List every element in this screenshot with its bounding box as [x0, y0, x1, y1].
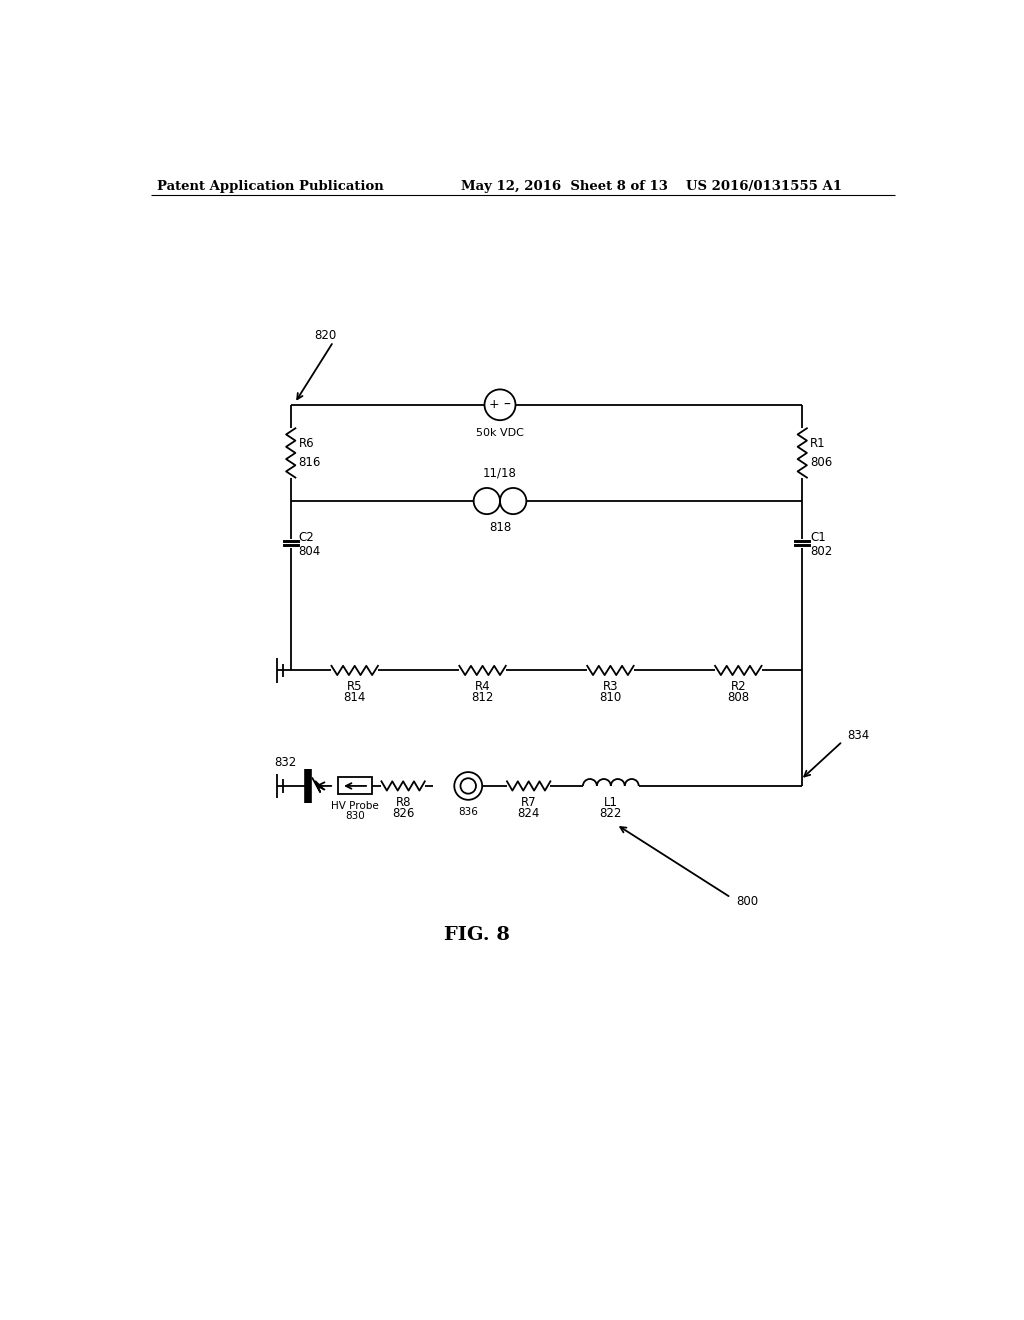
Text: 818: 818: [488, 521, 511, 535]
Text: R2: R2: [730, 681, 746, 693]
Text: R5: R5: [347, 681, 362, 693]
Text: R4: R4: [475, 681, 490, 693]
Text: HV Probe: HV Probe: [331, 801, 379, 812]
Text: C2: C2: [299, 531, 314, 544]
Text: 806: 806: [810, 455, 833, 469]
Text: R1: R1: [810, 437, 825, 450]
Text: Patent Application Publication: Patent Application Publication: [158, 180, 384, 193]
Text: R3: R3: [603, 681, 618, 693]
Text: 826: 826: [392, 807, 415, 820]
Text: US 2016/0131555 A1: US 2016/0131555 A1: [686, 180, 842, 193]
Text: 830: 830: [345, 810, 365, 821]
Bar: [338, 777, 372, 795]
Text: 834: 834: [847, 730, 869, 742]
Text: R8: R8: [395, 796, 411, 809]
Text: 816: 816: [299, 455, 321, 469]
Text: 810: 810: [599, 692, 622, 705]
Text: 814: 814: [343, 692, 366, 705]
Text: 802: 802: [810, 545, 833, 557]
Text: FIG. 8: FIG. 8: [443, 925, 510, 944]
Text: C1: C1: [810, 531, 825, 544]
Text: –: –: [504, 397, 510, 412]
Text: May 12, 2016  Sheet 8 of 13: May 12, 2016 Sheet 8 of 13: [461, 180, 668, 193]
Text: 824: 824: [517, 807, 540, 820]
Text: 808: 808: [727, 692, 750, 705]
Text: 11/18: 11/18: [483, 466, 517, 479]
Text: 812: 812: [471, 692, 494, 705]
Text: L1: L1: [604, 796, 617, 809]
Text: +: +: [488, 399, 499, 412]
Text: 832: 832: [274, 756, 297, 770]
Text: 50k VDC: 50k VDC: [476, 428, 524, 438]
Text: R6: R6: [299, 437, 314, 450]
Text: 800: 800: [736, 895, 759, 908]
Text: 836: 836: [459, 807, 478, 817]
Text: 820: 820: [314, 329, 337, 342]
Text: 822: 822: [600, 807, 622, 820]
Text: 804: 804: [299, 545, 321, 557]
Text: R7: R7: [521, 796, 537, 809]
